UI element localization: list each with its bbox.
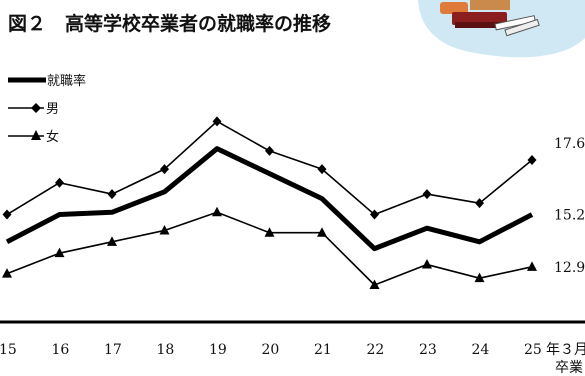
point-female-23 <box>422 259 432 269</box>
legend-item-female: 女 <box>8 129 59 145</box>
x-tick-label: 20 <box>262 342 280 358</box>
point-female-21 <box>317 227 327 237</box>
end-label-female: 12.9 <box>554 260 585 276</box>
x-tick-label: 24 <box>472 342 490 358</box>
point-male-18 <box>160 164 169 175</box>
legend-label-total: 就職率 <box>47 73 86 89</box>
x-tick-label: 16 <box>52 342 70 358</box>
point-female-17 <box>107 236 117 246</box>
legend-item-total: 就職率 <box>8 73 86 89</box>
point-female-20 <box>264 227 275 237</box>
point-male-15 <box>2 209 12 220</box>
x-tick-label: 15 <box>0 342 17 358</box>
x-tick-label: 23 <box>419 342 437 358</box>
legend: 就職率 男 女 <box>8 73 86 145</box>
x-tick-label: 19 <box>209 342 227 358</box>
end-label-total: 15.2 <box>554 208 585 224</box>
point-female-16 <box>54 247 65 258</box>
point-male-21 <box>317 164 327 175</box>
legend-item-male: 男 <box>8 102 59 117</box>
point-male-25 <box>527 155 537 165</box>
point-female-19 <box>212 206 222 217</box>
end-label-male: 17.6 <box>554 136 585 152</box>
point-male-19 <box>212 116 222 127</box>
legend-label-female: 女 <box>46 129 59 145</box>
point-male-20 <box>265 145 274 156</box>
point-female-25 <box>527 261 537 271</box>
point-female-15 <box>2 268 12 278</box>
eraser-clipart-icon <box>418 0 585 58</box>
x-tick-label: 18 <box>157 342 175 358</box>
legend-label-male: 男 <box>46 102 59 117</box>
point-male-24 <box>475 198 484 209</box>
point-male-17 <box>107 189 117 200</box>
x-tick-label: 17 <box>104 342 122 358</box>
x-tick-label: 22 <box>367 342 385 358</box>
point-male-23 <box>422 189 432 200</box>
series-line-male <box>6 120 533 216</box>
point-male-22 <box>370 209 379 220</box>
x-axis-suffix: 年３月 <box>546 342 585 358</box>
x-axis-sub: 卒業 <box>555 360 583 376</box>
point-female-24 <box>474 272 485 283</box>
series-line-female <box>6 211 533 286</box>
x-tick-label: 25 <box>524 342 542 358</box>
series-line-total <box>5 146 534 252</box>
point-female-18 <box>159 224 170 235</box>
chart-title: 図２ 高等学校卒業者の就職率の推移 <box>8 12 331 35</box>
point-male-16 <box>55 177 64 188</box>
x-tick-label: 21 <box>314 342 332 358</box>
point-female-22 <box>369 279 380 289</box>
